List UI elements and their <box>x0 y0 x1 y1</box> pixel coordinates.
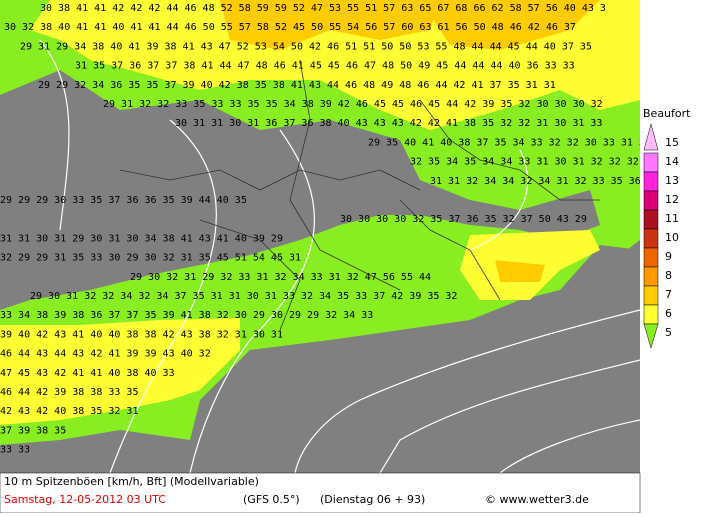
value-row: 33 33 <box>0 445 30 456</box>
legend-label: 8 <box>665 269 672 282</box>
value-row: 30 30 30 30 32 35 37 36 35 32 37 50 43 2… <box>340 214 587 225</box>
value-labels: 30 38 41 41 42 42 42 44 46 48 52 58 59 5… <box>0 3 695 456</box>
value-row: 31 31 30 31 29 30 31 30 34 38 41 43 41 4… <box>0 233 283 244</box>
legend-title: Beaufort <box>643 107 691 120</box>
value-row: 31 35 37 36 37 37 38 41 44 47 48 46 41 4… <box>75 61 575 72</box>
footer-title: 10 m Spitzenböen [km/h, Bft] (Modellvari… <box>4 475 259 488</box>
orange-area <box>220 0 600 282</box>
value-row: 46 44 43 44 43 42 41 39 39 43 40 32 <box>0 349 211 360</box>
value-row: 33 34 38 39 38 36 37 37 35 39 41 38 32 3… <box>0 310 373 321</box>
legend-label: 7 <box>665 288 672 301</box>
legend-swatch <box>643 152 659 173</box>
value-row: 32 35 34 35 34 34 33 31 30 31 32 32 32 3… <box>410 157 675 168</box>
legend-arrow <box>643 123 659 151</box>
legend-label: 11 <box>665 212 679 225</box>
legend-swatch <box>643 304 659 325</box>
value-row: 31 31 32 34 34 32 34 31 32 33 35 36 35 3… <box>430 176 695 187</box>
legend-label: 5 <box>665 326 672 339</box>
value-row: 30 38 41 41 42 42 42 44 46 48 52 58 59 5… <box>40 3 606 14</box>
legend-swatch <box>643 266 659 287</box>
value-row: 37 39 38 35 <box>0 425 66 436</box>
legend-label: 9 <box>665 250 672 263</box>
value-row: 29 29 29 30 33 35 37 36 36 35 39 44 40 3… <box>0 195 247 206</box>
value-row: 47 45 43 42 41 41 40 38 40 33 <box>0 368 175 379</box>
value-row: 29 30 32 31 29 32 33 31 32 34 33 31 32 4… <box>130 272 431 283</box>
grey-land <box>0 70 600 310</box>
value-row: 46 44 42 39 38 38 33 35 <box>0 387 138 398</box>
value-row: 32 29 29 31 35 33 30 29 30 32 31 35 45 5… <box>0 253 301 264</box>
footer-credit: © www.wetter3.de <box>485 493 589 506</box>
legend: 15 14 13 12 11 10 9 8 7 6 5 <box>643 123 679 349</box>
legend-label: 15 <box>665 136 679 149</box>
legend-label: 6 <box>665 307 672 320</box>
value-row: 29 35 40 41 40 38 37 35 34 33 32 32 30 3… <box>368 137 669 148</box>
footer-run: (Dienstag 06 + 93) <box>320 493 425 506</box>
value-row: 30 32 38 40 41 41 40 41 41 44 46 50 55 5… <box>4 22 576 33</box>
legend-swatch <box>643 247 659 268</box>
value-row: 29 29 32 34 36 35 35 37 39 40 42 38 35 3… <box>38 80 556 91</box>
value-row: 29 30 31 32 32 34 32 34 37 35 31 31 30 3… <box>30 291 457 302</box>
legend-label: 14 <box>665 155 679 168</box>
isobars <box>39 39 641 474</box>
sea-area <box>260 240 640 473</box>
value-row: 39 40 42 43 41 40 40 38 38 42 43 38 32 3… <box>0 329 283 340</box>
borders <box>119 59 600 331</box>
legend-swatch <box>643 209 659 230</box>
footer-date: Samstag, 12-05-2012 03 UTC <box>4 493 166 506</box>
legend-label: 10 <box>665 231 679 244</box>
value-row: 29 31 32 32 33 35 33 33 35 35 34 38 39 4… <box>103 99 603 110</box>
value-row: 30 31 31 30 31 36 37 36 38 40 43 43 43 4… <box>175 118 602 129</box>
legend-swatch <box>643 285 659 306</box>
footer <box>0 472 641 514</box>
footer-model: (GFS 0.5°) <box>243 493 300 506</box>
legend-swatch <box>643 228 659 249</box>
legend-label: 12 <box>665 193 679 206</box>
legend-label: 13 <box>665 174 679 187</box>
value-row: 42 43 42 40 38 35 32 31 <box>0 406 138 417</box>
legend-swatch <box>643 190 659 211</box>
value-row: 29 31 29 34 38 40 41 39 38 41 43 47 52 5… <box>20 41 592 52</box>
legend-swatch <box>643 171 659 192</box>
legend-arrow <box>643 323 659 349</box>
